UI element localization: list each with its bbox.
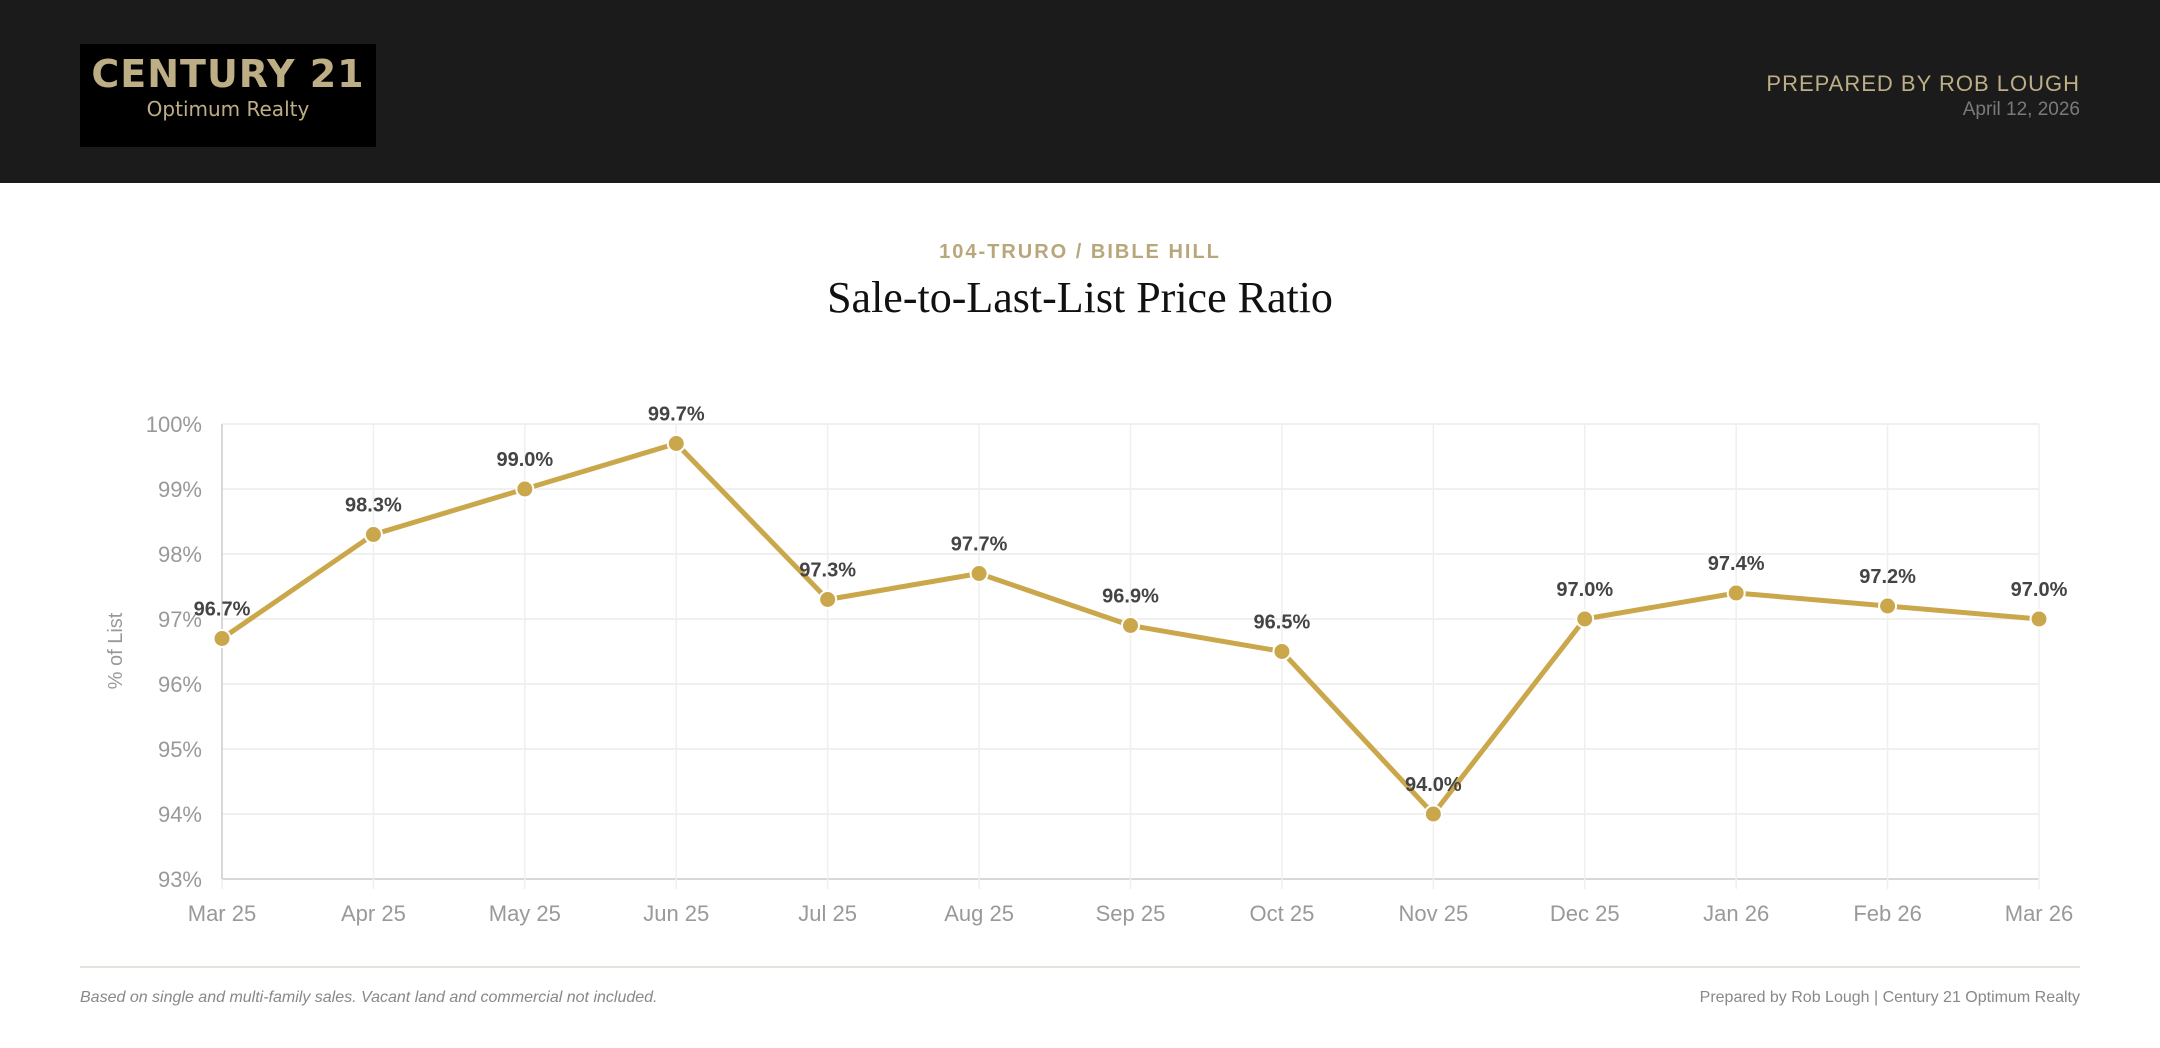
x-tick-label: Feb 26 (1853, 901, 1922, 926)
data-point (1575, 609, 1595, 629)
logo-brand: CENTURY 21 (91, 52, 365, 96)
data-point (2029, 609, 2049, 629)
y-tick-label: 94% (158, 802, 202, 827)
y-axis-label: % of List (105, 612, 127, 689)
data-label: 97.7% (951, 534, 1008, 556)
footer-divider (80, 966, 2080, 968)
x-tick-label: Oct 25 (1250, 901, 1315, 926)
x-tick-label: Nov 25 (1398, 901, 1468, 926)
x-tick-label: May 25 (489, 901, 561, 926)
data-label: 97.0% (1556, 579, 1613, 601)
data-point (969, 564, 989, 583)
data-label: 96.7% (194, 599, 251, 621)
y-tick-label: 97% (158, 607, 202, 632)
data-label: 97.0% (2011, 579, 2068, 601)
y-tick-label: 100% (146, 412, 202, 437)
chart-title: Sale-to-Last-List Price Ratio (827, 273, 1333, 322)
area-subtitle: 104-TRURO / BIBLE HILL (939, 241, 1221, 263)
data-label: 98.3% (345, 495, 402, 517)
data-label: 99.7% (648, 404, 705, 426)
data-label: 96.5% (1254, 612, 1311, 634)
x-tick-label: Jul 25 (798, 901, 857, 926)
y-tick-label: 96% (158, 672, 202, 697)
x-tick-label: Mar 26 (2005, 901, 2073, 926)
footer-credit: Prepared by Rob Lough | Century 21 Optim… (1699, 989, 2080, 1006)
prepared-block: PREPARED BY ROB LOUGH April 12, 2026 (1766, 70, 2080, 122)
report-date: April 12, 2026 (1962, 99, 2080, 120)
x-tick-label: Jan 26 (1703, 901, 1769, 926)
y-tick-label: 99% (158, 477, 202, 502)
logo-office: Optimum Realty (146, 97, 310, 121)
data-label: 97.3% (799, 560, 856, 582)
y-tick-label: 93% (158, 867, 202, 892)
x-tick-label: Apr 25 (341, 901, 406, 926)
data-label: 97.4% (1708, 553, 1765, 575)
x-tick-label: Mar 25 (188, 901, 256, 926)
data-point (666, 434, 686, 453)
y-tick-label: 95% (158, 737, 202, 762)
footer-note: Based on single and multi-family sales. … (80, 989, 658, 1006)
header: CENTURY 21 Optimum Realty PREPARED BY RO… (0, 0, 2160, 183)
data-point (1878, 596, 1898, 616)
data-point (515, 479, 535, 499)
x-tick-label: Sep 25 (1096, 901, 1166, 926)
data-point (1726, 583, 1746, 603)
data-point (1121, 616, 1140, 635)
data-label: 96.9% (1102, 586, 1159, 608)
data-point (363, 525, 383, 544)
y-tick-label: 98% (158, 542, 202, 567)
x-tick-label: Jun 25 (643, 901, 709, 926)
century21-logo: CENTURY 21 Optimum Realty (80, 44, 376, 147)
data-label: 99.0% (496, 449, 553, 471)
x-tick-label: Aug 25 (944, 901, 1014, 926)
data-point (212, 629, 232, 648)
data-label: 97.2% (1859, 566, 1916, 588)
data-point (1423, 804, 1443, 824)
prepared-by: PREPARED BY ROB LOUGH (1766, 71, 2080, 96)
data-point (1272, 642, 1292, 661)
data-label: 94.0% (1405, 774, 1462, 796)
data-point (818, 590, 838, 609)
x-tick-label: Dec 25 (1550, 901, 1620, 926)
